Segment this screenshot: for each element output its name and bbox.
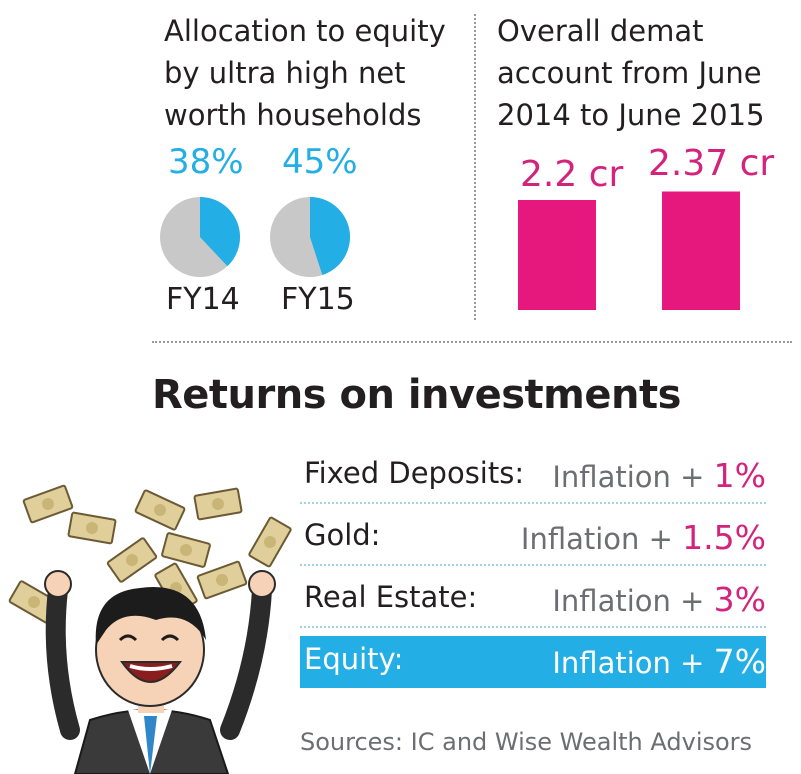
inflation-prefix: Inflation + bbox=[552, 646, 714, 680]
businessman-money-illustration bbox=[8, 484, 292, 774]
pie-equity-slice bbox=[200, 197, 240, 267]
bar-value-label-2015: 2.37 cr bbox=[648, 143, 775, 184]
pie-label-fy15: 45% bbox=[282, 142, 358, 182]
pie-fy15 bbox=[270, 197, 350, 277]
bar-group bbox=[518, 191, 740, 310]
pie-category-fy15: FY15 bbox=[281, 282, 355, 317]
bar-0 bbox=[518, 200, 596, 310]
bar-1 bbox=[662, 191, 740, 310]
asset-label: Gold: bbox=[304, 518, 381, 552]
inflation-prefix: Inflation + bbox=[552, 460, 714, 494]
return-percent: 7% bbox=[713, 642, 766, 681]
title-line: Allocation to equity bbox=[164, 14, 446, 48]
pie-charts bbox=[160, 197, 350, 277]
return-value: Inflation + 7% bbox=[552, 642, 766, 681]
returns-row-fixed-deposits: Fixed Deposits: Inflation + 1% bbox=[300, 450, 766, 504]
vertical-divider bbox=[474, 14, 476, 320]
pie-category-fy14: FY14 bbox=[166, 282, 240, 317]
money-notes-icon bbox=[8, 484, 292, 624]
title-line: Overall demat bbox=[497, 14, 704, 48]
asset-label: Real Estate: bbox=[304, 580, 478, 614]
inflation-prefix: Inflation + bbox=[552, 584, 714, 618]
returns-row-equity: Equity: Inflation + 7% bbox=[300, 636, 766, 688]
asset-label: Fixed Deposits: bbox=[304, 456, 525, 490]
horizontal-divider bbox=[152, 341, 792, 343]
title-line: 2014 to June 2015 bbox=[497, 98, 765, 132]
equity-allocation-title: Allocation to equity by ultra high net w… bbox=[164, 10, 464, 136]
returns-heading: Returns on investments bbox=[152, 372, 681, 418]
return-percent: 3% bbox=[713, 580, 766, 619]
inflation-prefix: Inflation + bbox=[520, 522, 683, 556]
return-value: Inflation + 1% bbox=[552, 456, 766, 495]
title-line: account from June bbox=[497, 56, 762, 90]
return-percent: 1.5% bbox=[682, 518, 766, 557]
return-value: Inflation + 1.5% bbox=[521, 518, 766, 557]
title-line: by ultra high net bbox=[164, 56, 406, 90]
return-percent: 1% bbox=[713, 456, 766, 495]
businessman-icon bbox=[44, 570, 276, 774]
bar-chart bbox=[518, 191, 740, 310]
pie-fy14 bbox=[160, 197, 240, 277]
return-value: Inflation + 3% bbox=[552, 580, 766, 619]
pie-equity-slice bbox=[310, 197, 350, 276]
sources-note: Sources: IC and Wise Wealth Advisors bbox=[300, 728, 753, 756]
bar-value-label-2014: 2.2 cr bbox=[520, 154, 624, 195]
demat-title: Overall demat account from June 2014 to … bbox=[497, 10, 797, 136]
returns-row-real-estate: Real Estate: Inflation + 3% bbox=[300, 574, 766, 628]
pie-label-fy14: 38% bbox=[168, 142, 244, 182]
returns-row-gold: Gold: Inflation + 1.5% bbox=[300, 512, 766, 566]
title-line: worth households bbox=[164, 98, 422, 132]
asset-label: Equity: bbox=[304, 642, 404, 676]
